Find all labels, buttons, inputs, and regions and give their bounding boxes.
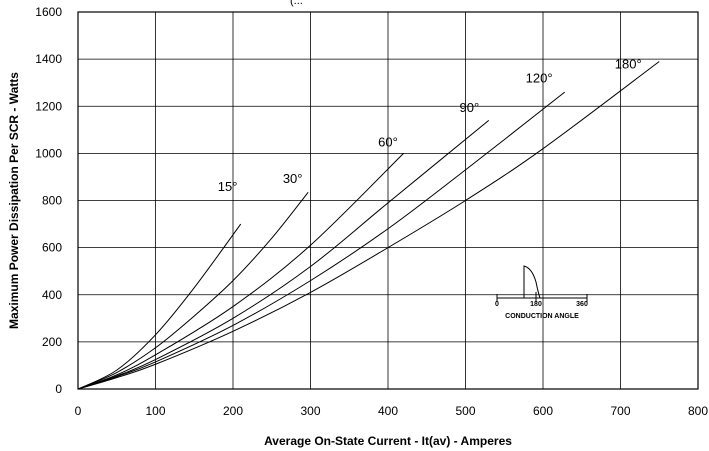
- y-tick-label: 800: [42, 194, 62, 208]
- x-tick-label: 700: [610, 404, 630, 418]
- y-tick-label: 400: [42, 288, 62, 302]
- x-tick-labels: 0 100 200 300 400 500 600 700 800: [75, 404, 709, 418]
- x-tick-label: 100: [145, 404, 165, 418]
- curve-label: 30°: [283, 171, 303, 186]
- y-tick-label: 600: [42, 241, 62, 255]
- x-tick-label: 0: [75, 404, 82, 418]
- y-tick-label: 1000: [35, 146, 62, 160]
- curve-label: 15°: [218, 179, 238, 194]
- inset-tick-0: 0: [495, 301, 499, 308]
- series-line-180deg: [77, 61, 660, 390]
- inset-label: CONDUCTION ANGLE: [505, 313, 579, 320]
- x-axis-label: Average On-State Current - It(av) - Ampe…: [264, 434, 512, 448]
- series-line-15deg: [77, 223, 242, 390]
- y-tick-label: 200: [42, 335, 62, 349]
- x-tick-label: 400: [378, 404, 398, 418]
- series-line-60deg: [77, 153, 404, 390]
- grid: [77, 11, 699, 390]
- conduction-angle-inset: 0 180 360 CONDUCTION ANGLE: [495, 265, 588, 320]
- y-tick-labels: 0 200 400 600 800 1000 1200 1400 1600: [35, 5, 62, 396]
- x-tick-label: 200: [223, 404, 243, 418]
- y-tick-label: 0: [55, 382, 62, 396]
- y-tick-label: 1600: [35, 5, 62, 19]
- curve-label: 90°: [460, 100, 480, 115]
- y-axis-label: Maximum Power Dissipation Per SCR - Watt…: [7, 72, 21, 329]
- x-tick-label: 800: [688, 404, 708, 418]
- y-tick-label: 1400: [35, 52, 62, 66]
- curve-label: 180°: [615, 57, 642, 72]
- plot-frame: [77, 11, 699, 390]
- curve-labels: 15° 30° 60° 90° 120° 180°: [218, 57, 642, 195]
- x-tick-label: 500: [455, 404, 475, 418]
- curve-label: 120°: [526, 71, 553, 86]
- y-tick-label: 1200: [35, 99, 62, 113]
- chart-title-fragment: (...: [290, 0, 303, 7]
- x-tick-label: 600: [533, 404, 553, 418]
- curve-label: 60°: [378, 134, 398, 149]
- series-line-90deg: [77, 120, 490, 390]
- inset-tick-360: 360: [576, 301, 588, 308]
- series-line-30deg: [77, 191, 309, 390]
- inset-waveform: [496, 265, 588, 302]
- series-line-120deg: [77, 91, 566, 390]
- x-tick-label: 300: [300, 404, 320, 418]
- curves: [77, 61, 660, 390]
- inset-tick-180: 180: [530, 301, 542, 308]
